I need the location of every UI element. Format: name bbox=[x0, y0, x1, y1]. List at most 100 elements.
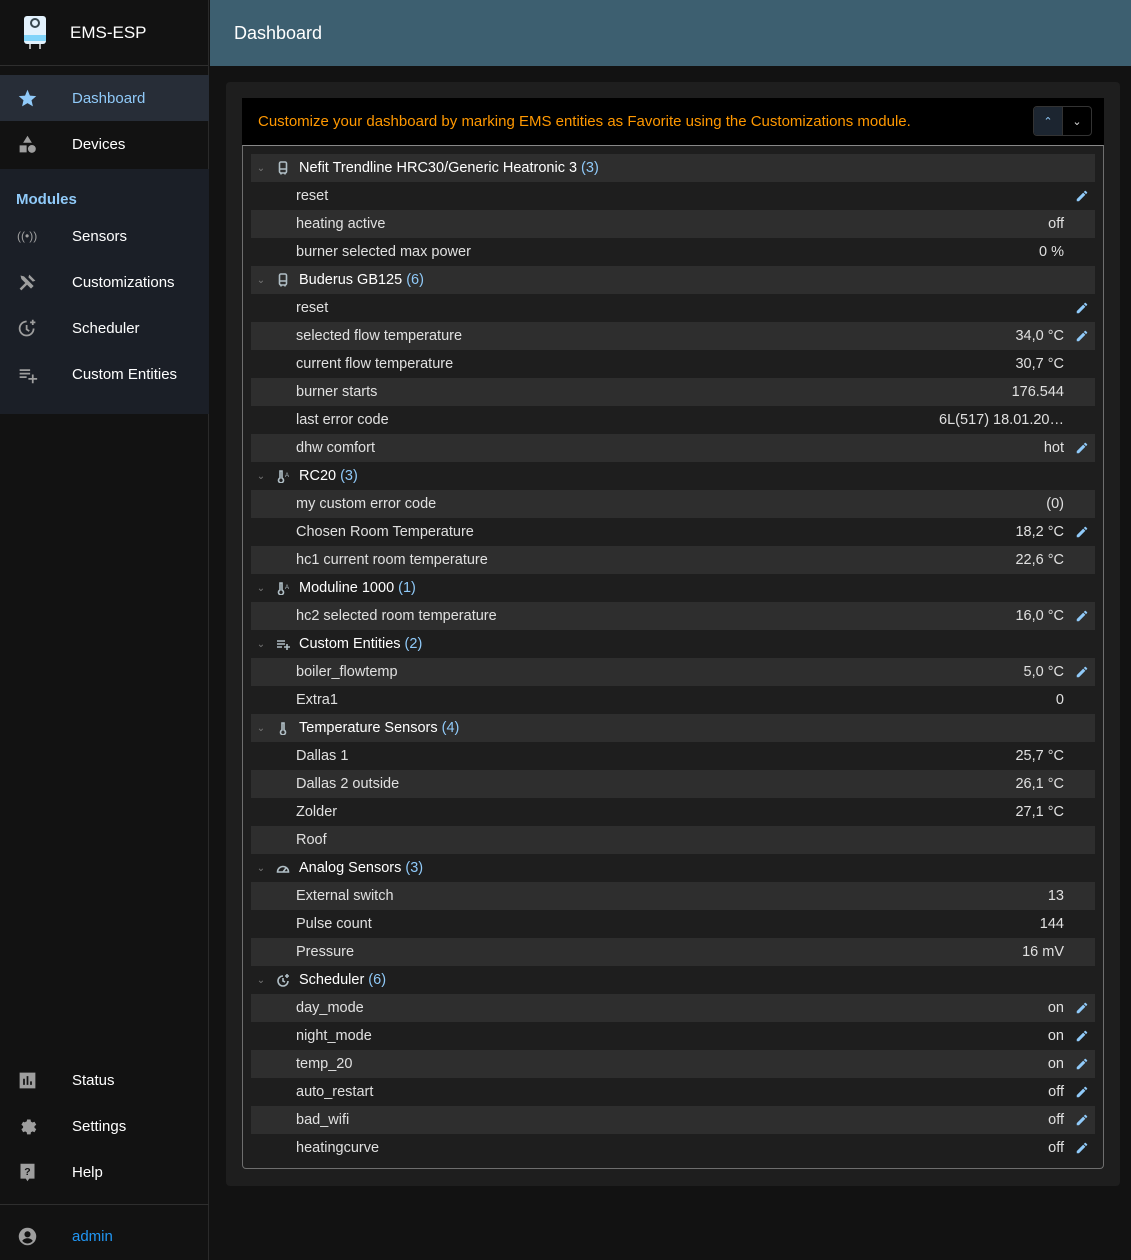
edit-icon[interactable] bbox=[1075, 1057, 1089, 1071]
edit-icon[interactable] bbox=[1075, 665, 1089, 679]
entity-value: 22,6 °C bbox=[1015, 552, 1064, 568]
entity-value: hot bbox=[1043, 440, 1064, 456]
entity-row: boiler_flowtemp 5,0 °C bbox=[251, 658, 1095, 686]
thermometer-icon bbox=[271, 721, 295, 735]
sidebar-item-label: Sensors bbox=[72, 227, 128, 245]
info-alert: Customize your dashboard by marking EMS … bbox=[242, 98, 1104, 145]
entity-name: External switch bbox=[296, 888, 394, 904]
entity-name: selected flow temperature bbox=[296, 328, 463, 344]
edit-icon[interactable] bbox=[1075, 301, 1089, 315]
entity-row: heatingcurve off bbox=[251, 1134, 1095, 1162]
entity-name: reset bbox=[296, 300, 329, 316]
entity-value: 176.544 bbox=[1011, 384, 1064, 400]
sidebar-item-status[interactable]: Status bbox=[0, 1057, 209, 1103]
chevron-down-icon[interactable]: ⌄ bbox=[256, 162, 266, 174]
entity-value: 0 bbox=[1055, 692, 1064, 708]
gauge-icon bbox=[271, 861, 295, 875]
entity-value: 16,0 °C bbox=[1015, 608, 1064, 624]
group-count: (4) bbox=[441, 720, 460, 736]
entity-name: bad_wifi bbox=[296, 1112, 350, 1128]
entity-name: my custom error code bbox=[296, 496, 437, 512]
modules-heading: Modules bbox=[16, 191, 77, 208]
entity-row: hc1 current room temperature 22,6 °C bbox=[251, 546, 1095, 574]
entity-value: 34,0 °C bbox=[1015, 328, 1064, 344]
group-header-row[interactable]: ⌄ Temperature Sensors (4) bbox=[251, 714, 1095, 742]
edit-icon[interactable] bbox=[1075, 1113, 1089, 1127]
sidebar-item-sensors[interactable]: ((•)) Sensors bbox=[0, 213, 209, 259]
group-header-row[interactable]: ⌄ Analog Sensors (3) bbox=[251, 854, 1095, 882]
app-title: EMS-ESP bbox=[70, 22, 147, 42]
collapse-all-button[interactable]: ⌄ bbox=[1063, 107, 1091, 135]
edit-icon[interactable] bbox=[1075, 609, 1089, 623]
chevron-down-icon[interactable]: ⌄ bbox=[256, 582, 266, 594]
group-name: Custom Entities bbox=[299, 636, 401, 652]
edit-icon[interactable] bbox=[1075, 1001, 1089, 1015]
expand-all-button[interactable]: ⌃ bbox=[1034, 107, 1063, 135]
entity-row: temp_20 on bbox=[251, 1050, 1095, 1078]
entity-name: last error code bbox=[296, 412, 389, 428]
sidebar-item-help[interactable]: ? Help bbox=[0, 1149, 209, 1195]
sidebar-item-custom-entities[interactable]: Custom Entities bbox=[0, 351, 209, 397]
entity-row: Extra1 0 bbox=[251, 686, 1095, 714]
sidebar-item-label: Custom Entities bbox=[72, 365, 178, 383]
playlist-add-icon bbox=[0, 364, 72, 385]
entity-value: 16 mV bbox=[1022, 944, 1064, 960]
entity-row: Dallas 2 outside 26,1 °C bbox=[251, 770, 1095, 798]
sidebar-item-label: Devices bbox=[72, 135, 126, 153]
chevron-down-icon[interactable]: ⌄ bbox=[256, 470, 266, 482]
group-name: Buderus GB125 bbox=[299, 272, 403, 288]
edit-icon[interactable] bbox=[1075, 1085, 1089, 1099]
chevron-down-icon[interactable]: ⌄ bbox=[256, 862, 266, 874]
sidebar-item-label: Settings bbox=[72, 1117, 127, 1135]
entity-value: 5,0 °C bbox=[1023, 664, 1064, 680]
entity-row: reset bbox=[251, 294, 1095, 322]
entity-row: burner starts 176.544 bbox=[251, 378, 1095, 406]
group-count: (6) bbox=[406, 272, 424, 288]
assessment-icon bbox=[0, 1070, 72, 1091]
entity-value: 26,1 °C bbox=[1015, 776, 1064, 792]
sidebar-item-customizations[interactable]: Customizations bbox=[0, 259, 209, 305]
sidebar-item-settings[interactable]: Settings bbox=[0, 1103, 209, 1149]
entity-name: temp_20 bbox=[296, 1056, 353, 1072]
entity-name: Dallas 1 bbox=[296, 748, 349, 764]
entity-value: 13 bbox=[1047, 888, 1064, 904]
sidebar-item-scheduler[interactable]: Scheduler bbox=[0, 305, 209, 351]
chevron-down-icon[interactable]: ⌄ bbox=[256, 974, 266, 986]
entity-value: 30,7 °C bbox=[1015, 356, 1064, 372]
unfold-more-icon: ⌃ bbox=[1043, 115, 1053, 128]
group-header-row[interactable]: ⌄ Custom Entities (2) bbox=[251, 630, 1095, 658]
edit-icon[interactable] bbox=[1075, 525, 1089, 539]
expand-collapse-toggle: ⌃ ⌄ bbox=[1033, 106, 1092, 136]
brand: EMS-ESP bbox=[0, 0, 208, 66]
entity-name: Dallas 2 outside bbox=[296, 776, 400, 792]
modules-section: Modules ((•)) Sensors Customizations Sch… bbox=[0, 169, 209, 414]
username: admin bbox=[72, 1227, 113, 1245]
chevron-down-icon[interactable]: ⌄ bbox=[256, 274, 266, 286]
user-menu[interactable]: admin bbox=[0, 1213, 209, 1259]
entity-name: dhw comfort bbox=[296, 440, 375, 456]
entity-value: 27,1 °C bbox=[1015, 804, 1064, 820]
sidebar-item-dashboard[interactable]: Dashboard bbox=[0, 75, 209, 121]
chevron-down-icon[interactable]: ⌄ bbox=[256, 722, 266, 734]
entity-row: bad_wifi off bbox=[251, 1106, 1095, 1134]
gear-icon bbox=[0, 1116, 72, 1137]
group-header-row[interactable]: ⌄ A RC20 (3) bbox=[251, 462, 1095, 490]
chevron-down-icon[interactable]: ⌄ bbox=[256, 638, 266, 650]
group-header-row[interactable]: ⌄ Nefit Trendline HRC30/Generic Heatroni… bbox=[251, 154, 1095, 182]
boiler-icon bbox=[271, 161, 295, 175]
sidebar-item-devices[interactable]: Devices bbox=[0, 121, 209, 167]
edit-icon[interactable] bbox=[1075, 441, 1089, 455]
group-name: Scheduler bbox=[299, 972, 365, 988]
boiler-icon bbox=[271, 273, 295, 287]
edit-icon[interactable] bbox=[1075, 189, 1089, 203]
entity-name: current flow temperature bbox=[296, 356, 454, 372]
alert-message: Customize your dashboard by marking EMS … bbox=[258, 113, 911, 130]
edit-icon[interactable] bbox=[1075, 1141, 1089, 1155]
group-header-row[interactable]: ⌄ Buderus GB125 (6) bbox=[251, 266, 1095, 294]
entity-row: External switch 13 bbox=[251, 882, 1095, 910]
edit-icon[interactable] bbox=[1075, 1029, 1089, 1043]
group-header-row[interactable]: ⌄ A Moduline 1000 (1) bbox=[251, 574, 1095, 602]
entity-row: Roof bbox=[251, 826, 1095, 854]
group-header-row[interactable]: ⌄ Scheduler (6) bbox=[251, 966, 1095, 994]
edit-icon[interactable] bbox=[1075, 329, 1089, 343]
